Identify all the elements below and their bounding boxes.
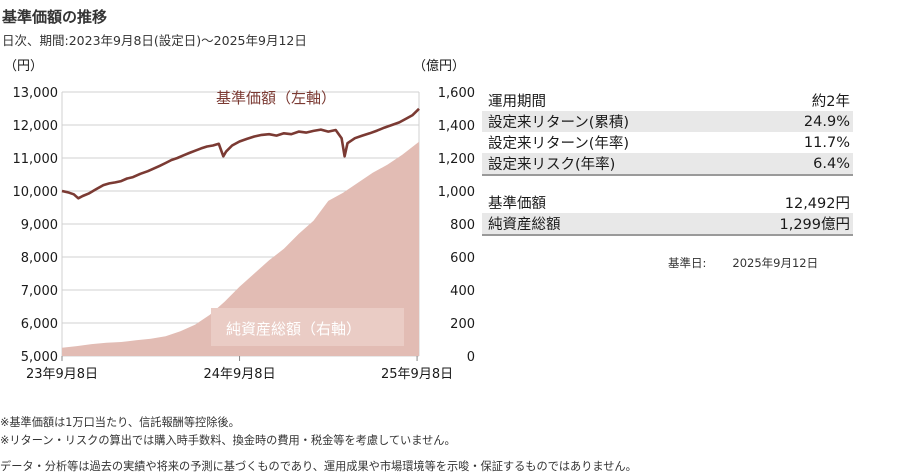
right-tick-label: 800 [450,218,475,233]
left-axis-ticks: 5,000 6,000 7,000 8,000 9,000 10,000 11,000 12,… [13,86,59,365]
footnote-1: ※基準価額は1万口当たり、信託報酬等控除後。 [0,416,240,429]
stat-row-net-assets: 純資産総額 1,299億円 [482,213,853,234]
series-label-box-net-assets [211,308,404,346]
left-tick-label: 11,000 [13,152,59,167]
x-tick-label: 25年9月8日 [381,367,453,382]
stats-group-performance: 運用期間 約2年 設定来リターン(累積) 24.9% 設定来リターン(年率) 11.7… [482,90,853,176]
series-label-net-assets: 純資産総額（右軸） [226,320,361,338]
stats-group-values: 基準価額 12,492円 純資産総額 1,299億円 [482,192,853,236]
right-axis-unit: （億円） [413,58,465,74]
as-of-label: 基準日: [668,256,707,270]
right-tick-label: 600 [450,251,475,266]
footnotes: ※基準価額は1万口当たり、信託報酬等控除後。 ※リターン・リスクの算出では購入時… [0,414,456,450]
stats-table: 運用期間 約2年 設定来リターン(累積) 24.9% 設定来リターン(年率) 11.7… [482,90,853,236]
right-tick-label: 200 [450,317,475,332]
left-tick-label: 7,000 [21,284,58,299]
x-tick-label: 23年9月8日 [26,367,98,382]
x-tick-label: 24年9月8日 [203,367,275,382]
right-tick-label: 1,000 [438,185,475,200]
left-tick-label: 6,000 [21,317,58,332]
stat-row-nav: 基準価額 12,492円 [488,196,850,212]
footnote-2: ※リターン・リスクの算出では購入時手数料、換金時の費用・税金等を考慮していません… [0,434,456,447]
left-tick-label: 8,000 [21,251,58,266]
disclaimer: データ・分析等は過去の実績や将来の予測に基づくものであり、運用成果や市場環境等を… [0,460,637,473]
left-tick-label: 12,000 [13,119,59,134]
stat-row-period: 運用期間 約2年 [488,94,850,110]
as-of-date: 基準日: 2025年9月12日 [668,255,818,271]
right-tick-label: 400 [450,284,475,299]
left-tick-label: 10,000 [13,185,59,200]
left-tick-label: 9,000 [21,218,58,233]
stat-row-return-annual: 設定来リターン(年率) 11.7% [488,134,850,153]
right-axis-ticks: 0 200 400 600 800 1,000 1,200 1,400 1,600 [438,86,475,365]
stat-row-risk-annual: 設定来リスク(年率) 6.4% [482,153,853,174]
gridlines [61,91,420,357]
chart-title: 基準価額の推移 [2,8,108,26]
right-tick-label: 0 [467,350,475,365]
x-axis-ticks: 23年9月8日 24年9月8日 25年9月8日 [26,356,453,382]
left-axis-unit: （円） [4,59,43,74]
series-area-net-assets [62,141,419,356]
stat-row-return-cumulative: 設定来リターン(累積) 24.9% [482,111,853,132]
right-tick-label: 1,600 [438,86,475,101]
series-line-nav [61,107,420,200]
as-of-value: 2025年9月12日 [732,256,819,270]
chart-subtitle: 日次、期間:2023年9月8日(設定日)〜2025年9月12日 [2,33,307,48]
left-tick-label: 5,000 [21,350,58,365]
series-label-nav: 基準価額（左軸） [216,89,336,107]
left-tick-label: 13,000 [13,86,59,101]
right-tick-label: 1,200 [438,152,475,167]
right-tick-label: 1,400 [438,119,475,134]
nav-and-assets-chart: 5,000 6,000 7,000 8,000 9,000 10,000 11,000 12,… [4,58,475,382]
